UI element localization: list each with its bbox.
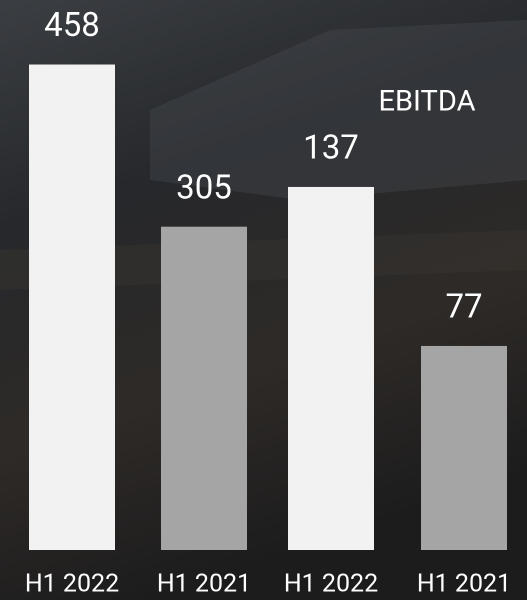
value-label: 305 [176, 168, 232, 207]
bar [421, 345, 507, 550]
x-tick-label: H1 2021 [417, 570, 511, 599]
x-tick-label: H1 2021 [157, 570, 251, 599]
background-shape [150, 20, 527, 200]
value-label: 77 [445, 288, 482, 327]
bar [29, 64, 115, 551]
bar [288, 186, 374, 550]
bar [161, 226, 247, 550]
x-tick-label: H1 2022 [284, 570, 378, 599]
background-shape [0, 230, 527, 290]
chart-title: EBITDA [379, 85, 476, 119]
value-label: 137 [303, 129, 359, 168]
value-label: 458 [44, 6, 100, 45]
x-tick-label: H1 2022 [25, 570, 119, 599]
